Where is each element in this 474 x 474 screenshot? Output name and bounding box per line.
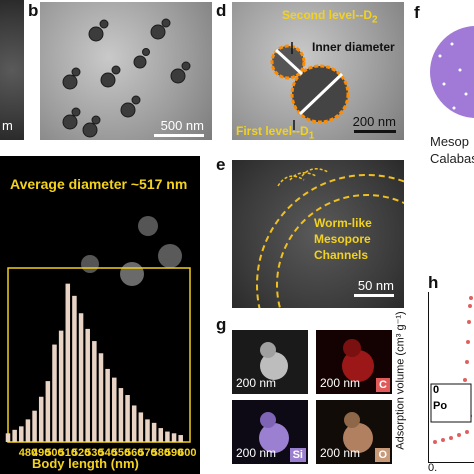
panel-f-caption-line2: Calabas <box>430 151 474 166</box>
map-carbon-scale: 200 nm <box>320 376 361 390</box>
histogram-xlabel: Body length (nm) <box>32 456 139 471</box>
panel-e-annotation-1: Worm-like <box>314 216 372 230</box>
histogram-bar <box>38 396 44 442</box>
panel-h-xtick: 0. <box>428 462 438 474</box>
map-carbon-particle <box>342 339 374 382</box>
histogram-bar <box>32 410 37 442</box>
map-carbon-tag: C <box>376 378 390 392</box>
histogram-bar <box>72 295 77 442</box>
mesoporous-sphere-icon <box>430 26 474 118</box>
panel-h-letter: h <box>428 273 439 292</box>
panel-d-image: Second level--D2 Inner diameter First le… <box>232 2 404 140</box>
panel-e-scale-label: 50 nm <box>357 278 394 293</box>
x-tick-label: 560 <box>125 447 143 459</box>
x-tick-label: 480 <box>19 447 37 459</box>
panel-e-letter: e <box>216 155 226 174</box>
x-tick-label: 570 <box>138 447 156 459</box>
x-tick-label: 500 <box>45 447 63 459</box>
histogram-bar <box>105 368 110 442</box>
x-tick-label: 510 <box>59 447 77 459</box>
map-oxygen-particle <box>343 412 373 453</box>
eds-map-carbon: 200 nm C <box>316 330 392 394</box>
histogram-bar <box>78 313 84 442</box>
histogram-bar <box>58 330 64 442</box>
histogram-bar <box>65 283 71 442</box>
histogram-bar <box>85 328 90 442</box>
panel-a-scale-label: m <box>2 118 13 133</box>
panel-h-inset-label: Po <box>433 400 448 412</box>
panel-g-letter: g <box>216 315 227 334</box>
x-tick-label: 540 <box>98 447 116 459</box>
panel-e-annotation-2: Mesopore <box>314 232 371 246</box>
second-level-text: Second level--D <box>282 8 373 22</box>
map-silicon-particle <box>259 412 289 453</box>
single-calabash-particle <box>270 42 350 130</box>
histogram-bar <box>92 341 97 442</box>
panel-b-image: 500 nm <box>40 2 212 140</box>
histogram-title: Average diameter ~517 nm <box>10 176 188 192</box>
map-silicon-tag: Si <box>289 448 306 462</box>
isotherm-points <box>430 296 473 444</box>
histogram-bar <box>151 422 157 442</box>
histogram-bar <box>12 429 17 442</box>
map-oxygen-scale: 200 nm <box>320 446 361 460</box>
histogram-bar <box>178 435 183 442</box>
eds-map-silicon: 200 nm Si <box>232 400 308 464</box>
panel-h-plot: 0 Po <box>428 292 474 463</box>
histogram-bar <box>118 388 124 442</box>
histogram-bar <box>19 426 24 442</box>
x-tick-label: 520 <box>72 447 90 459</box>
x-tick-label: 590 <box>165 447 183 459</box>
histogram-bar <box>138 412 144 442</box>
first-level-text: First level--D <box>236 124 309 138</box>
panel-b-scale-label: 500 nm <box>160 118 204 133</box>
histogram-bar <box>98 353 104 442</box>
map-haadf-scale: 200 nm <box>236 376 277 390</box>
panel-e-annotation-3: Channels <box>314 248 369 262</box>
eds-map-oxygen: 200 nm O <box>316 400 392 464</box>
histogram-bar <box>52 344 57 442</box>
x-tick-label: 490 <box>32 447 50 459</box>
x-tick-label: 530 <box>85 447 103 459</box>
panel-e-image: Worm-like Mesopore Channels 50 nm <box>232 160 404 308</box>
histogram-bar <box>165 431 170 442</box>
first-level-subscript: 1 <box>308 130 315 140</box>
panel-f-letter: f <box>414 3 420 22</box>
histogram-bar <box>112 377 117 442</box>
x-tick-label: 580 <box>152 447 170 459</box>
panel-d-letter: d <box>216 1 227 20</box>
panel-d-scale-label: 200 nm <box>352 114 396 129</box>
panel-d-inner-diameter: Inner diameter <box>312 40 395 54</box>
histogram-bar <box>131 405 137 442</box>
panel-h-inset-zero: 0 <box>433 384 440 396</box>
panel-e-scale-bar <box>354 294 394 297</box>
x-tick-label: 550 <box>112 447 130 459</box>
map-silicon-scale: 200 nm <box>236 446 277 460</box>
histogram-bar <box>171 433 177 442</box>
panel-d-second-level: Second level--D2 <box>282 8 378 25</box>
panel-d-scale-bar <box>354 130 396 133</box>
histogram-bar <box>158 428 164 442</box>
histogram-bar <box>5 433 11 442</box>
panel-b-scale-bar <box>154 134 204 137</box>
histogram-bar <box>45 381 51 442</box>
panel-c-histogram: 480 490 500 510 520 530 540 550 560 570 580 590 600 … <box>0 156 200 474</box>
panel-f-caption-line1: Mesop <box>430 134 470 149</box>
panel-f-sphere <box>430 24 474 124</box>
histogram-bar <box>145 419 150 442</box>
panel-h-ylabel: Adsorption volume (cm³ g⁻¹) <box>394 311 407 450</box>
panel-b-letter: b <box>28 1 39 20</box>
map-haadf-particle <box>260 342 288 380</box>
panel-d-first-level: First level--D1 <box>236 124 314 140</box>
eds-map-haadf: 200 nm <box>232 330 308 394</box>
calabash-particles <box>62 18 191 138</box>
histogram-bar <box>25 419 31 442</box>
mesopore-channels-overlay <box>256 168 404 308</box>
x-tick-label: 600 <box>178 447 196 459</box>
histogram-bar <box>125 395 130 442</box>
panel-a-partial: m <box>0 0 24 140</box>
map-oxygen-tag: O <box>375 448 390 462</box>
second-level-subscript: 2 <box>372 14 378 26</box>
